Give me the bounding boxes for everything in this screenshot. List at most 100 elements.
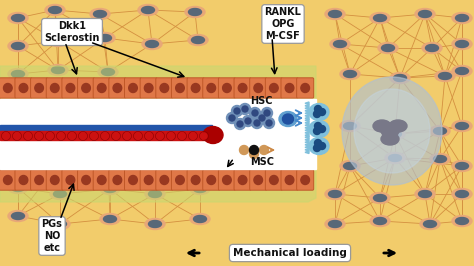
Ellipse shape — [344, 163, 356, 169]
Ellipse shape — [11, 157, 25, 164]
Ellipse shape — [434, 156, 447, 163]
Ellipse shape — [415, 189, 435, 200]
Circle shape — [252, 110, 258, 116]
Ellipse shape — [19, 84, 28, 93]
Ellipse shape — [148, 190, 162, 197]
Polygon shape — [305, 134, 309, 136]
Ellipse shape — [456, 190, 468, 197]
FancyBboxPatch shape — [109, 170, 126, 190]
Polygon shape — [305, 117, 309, 119]
FancyBboxPatch shape — [219, 78, 236, 98]
Circle shape — [319, 109, 326, 115]
Ellipse shape — [354, 89, 430, 173]
Circle shape — [231, 106, 243, 117]
Ellipse shape — [91, 133, 97, 139]
Ellipse shape — [435, 70, 455, 81]
Circle shape — [264, 118, 274, 128]
Ellipse shape — [48, 64, 68, 76]
Ellipse shape — [238, 84, 247, 93]
Circle shape — [239, 103, 250, 114]
Ellipse shape — [66, 84, 75, 93]
FancyBboxPatch shape — [15, 170, 32, 190]
FancyBboxPatch shape — [172, 170, 189, 190]
Circle shape — [319, 126, 326, 132]
Circle shape — [252, 118, 263, 128]
Ellipse shape — [191, 84, 200, 93]
Ellipse shape — [374, 194, 386, 202]
Text: MSC: MSC — [250, 157, 274, 167]
FancyBboxPatch shape — [156, 170, 173, 190]
FancyBboxPatch shape — [31, 170, 48, 190]
Ellipse shape — [279, 111, 297, 127]
Ellipse shape — [176, 176, 184, 185]
Polygon shape — [305, 136, 309, 139]
Ellipse shape — [254, 176, 263, 185]
Ellipse shape — [452, 120, 472, 131]
Ellipse shape — [138, 5, 158, 15]
Ellipse shape — [98, 155, 118, 165]
FancyBboxPatch shape — [0, 78, 16, 98]
Polygon shape — [0, 164, 316, 202]
Ellipse shape — [385, 128, 405, 139]
Ellipse shape — [456, 15, 468, 22]
Ellipse shape — [254, 84, 263, 93]
Ellipse shape — [145, 176, 153, 185]
FancyBboxPatch shape — [297, 170, 314, 190]
Ellipse shape — [11, 185, 25, 192]
Ellipse shape — [344, 123, 356, 130]
FancyBboxPatch shape — [140, 78, 157, 98]
FancyBboxPatch shape — [265, 78, 283, 98]
Ellipse shape — [54, 159, 66, 165]
FancyBboxPatch shape — [93, 170, 110, 190]
Ellipse shape — [25, 133, 31, 139]
Ellipse shape — [8, 156, 28, 167]
Ellipse shape — [179, 133, 185, 139]
Ellipse shape — [54, 221, 66, 227]
Ellipse shape — [3, 84, 12, 93]
Ellipse shape — [193, 215, 207, 222]
FancyBboxPatch shape — [62, 78, 79, 98]
Polygon shape — [305, 141, 309, 143]
Ellipse shape — [50, 218, 70, 230]
Polygon shape — [305, 146, 309, 148]
Ellipse shape — [456, 218, 468, 225]
Ellipse shape — [340, 69, 360, 80]
Ellipse shape — [48, 6, 62, 14]
Ellipse shape — [193, 185, 207, 193]
FancyBboxPatch shape — [15, 78, 32, 98]
Polygon shape — [305, 114, 309, 117]
Polygon shape — [305, 110, 309, 112]
Circle shape — [259, 146, 268, 155]
Ellipse shape — [54, 190, 66, 197]
Circle shape — [313, 110, 320, 118]
Ellipse shape — [191, 176, 200, 185]
Ellipse shape — [456, 68, 468, 74]
Ellipse shape — [52, 38, 64, 44]
Ellipse shape — [325, 218, 345, 230]
Ellipse shape — [301, 84, 310, 93]
Ellipse shape — [8, 40, 28, 52]
Polygon shape — [305, 107, 309, 110]
Ellipse shape — [270, 84, 278, 93]
Circle shape — [313, 144, 320, 152]
Text: RANKL
OPG
M-CSF: RANKL OPG M-CSF — [264, 7, 301, 41]
Ellipse shape — [385, 152, 405, 164]
Ellipse shape — [101, 156, 115, 164]
Ellipse shape — [135, 133, 141, 139]
Ellipse shape — [381, 133, 399, 145]
Ellipse shape — [456, 163, 468, 169]
FancyBboxPatch shape — [0, 170, 16, 190]
Ellipse shape — [113, 133, 119, 139]
Ellipse shape — [8, 210, 28, 222]
Ellipse shape — [101, 69, 115, 76]
Text: Mechanical loading: Mechanical loading — [233, 248, 347, 258]
Ellipse shape — [374, 218, 386, 225]
FancyBboxPatch shape — [187, 78, 204, 98]
Ellipse shape — [452, 215, 472, 227]
Circle shape — [313, 127, 320, 135]
Ellipse shape — [80, 133, 86, 139]
Ellipse shape — [223, 84, 231, 93]
Ellipse shape — [160, 84, 169, 93]
Ellipse shape — [452, 13, 472, 23]
Circle shape — [249, 146, 258, 155]
